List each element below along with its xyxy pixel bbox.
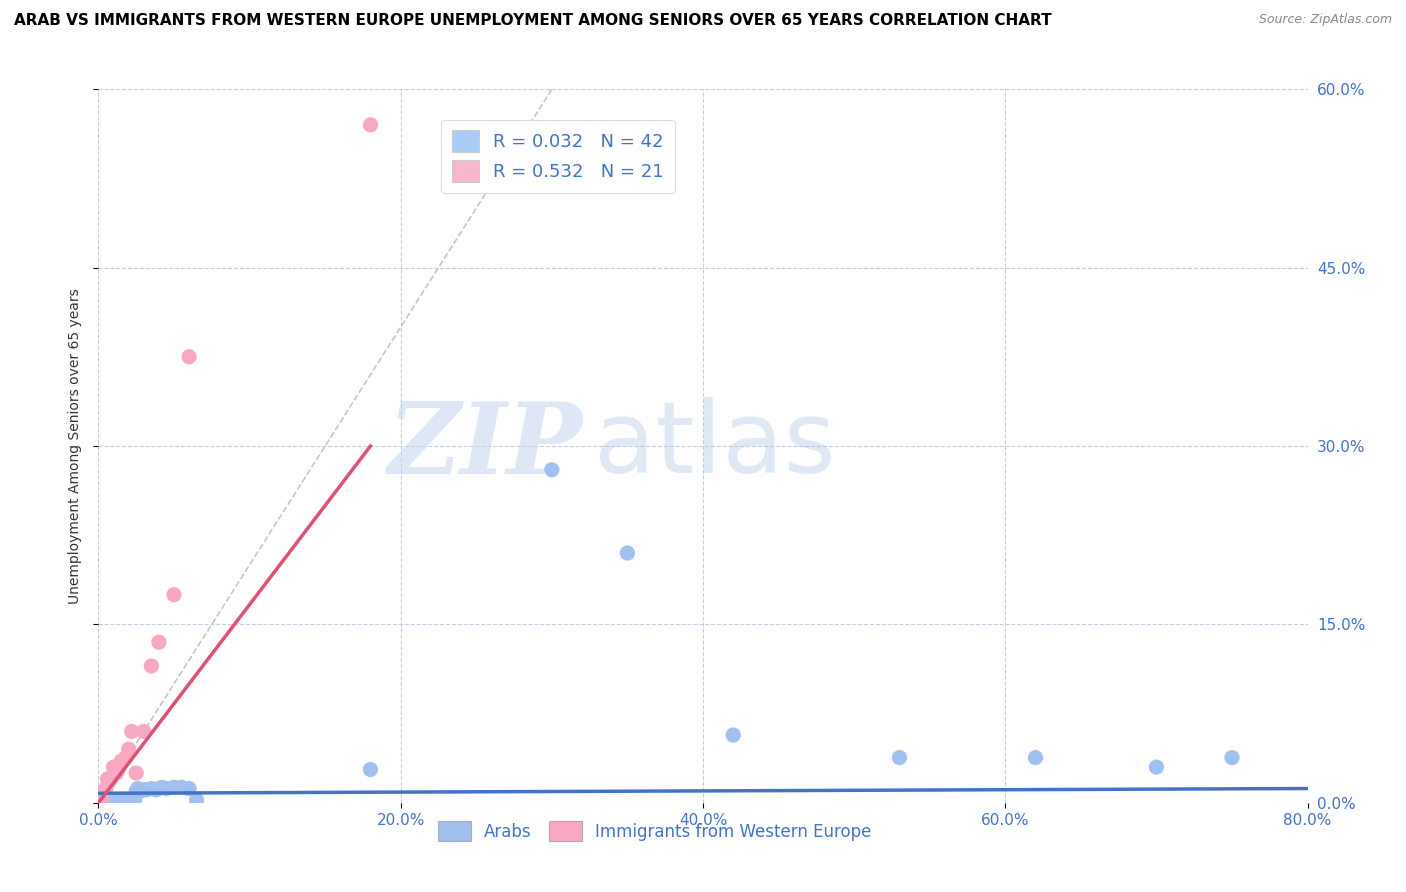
Point (141, 781, 163, 796)
Point (145, 782, 167, 797)
Point (91, 793, 114, 807)
Point (105, 795, 128, 809)
Point (125, 784, 148, 798)
Point (110, 754, 132, 768)
Point (1220, 750, 1243, 764)
Point (129, 784, 152, 798)
Point (135, 782, 157, 797)
Point (94, 781, 117, 796)
Point (101, 793, 124, 807)
Point (616, 546, 638, 560)
Point (360, 118, 382, 132)
Point (132, 782, 155, 797)
Point (103, 760, 125, 774)
Point (100, 795, 122, 809)
Y-axis label: Unemployment Among Seniors over 65 years: Unemployment Among Seniors over 65 years (69, 288, 83, 604)
Point (889, 750, 911, 764)
Point (98, 792, 121, 806)
Point (107, 763, 129, 777)
Point (1144, 760, 1167, 774)
Point (104, 793, 127, 807)
Point (111, 793, 134, 807)
Point (90, 795, 112, 809)
Point (360, 763, 382, 777)
Point (107, 792, 129, 806)
Point (100, 772, 122, 786)
Point (148, 781, 170, 796)
Point (170, 780, 193, 795)
Point (1024, 750, 1046, 764)
Point (540, 463, 562, 477)
Point (179, 350, 201, 364)
Point (150, 780, 173, 795)
Point (110, 795, 132, 809)
Point (93, 784, 115, 798)
Point (148, 635, 170, 649)
Point (163, 588, 186, 602)
Point (112, 792, 135, 806)
Point (723, 728, 745, 742)
Point (98, 774, 121, 789)
Legend: Arabs, Immigrants from Western Europe: Arabs, Immigrants from Western Europe (432, 814, 879, 848)
Point (127, 781, 149, 796)
Point (163, 780, 186, 795)
Point (186, 793, 208, 807)
Text: Source: ZipAtlas.com: Source: ZipAtlas.com (1258, 13, 1392, 27)
Point (121, 724, 143, 739)
Point (179, 781, 201, 796)
Text: atlas: atlas (595, 398, 835, 494)
Point (114, 793, 136, 807)
Point (87, 796, 110, 810)
Point (96, 793, 118, 807)
Point (96, 772, 118, 786)
Point (90, 793, 112, 807)
Point (114, 750, 136, 764)
Point (132, 724, 155, 739)
Point (121, 793, 143, 807)
Point (101, 770, 124, 784)
Point (108, 793, 131, 807)
Point (124, 792, 146, 806)
Point (155, 781, 177, 796)
Point (141, 659, 163, 673)
Text: ARAB VS IMMIGRANTS FROM WESTERN EUROPE UNEMPLOYMENT AMONG SENIORS OVER 65 YEARS : ARAB VS IMMIGRANTS FROM WESTERN EUROPE U… (14, 13, 1052, 29)
Point (94, 795, 117, 809)
Point (103, 795, 125, 809)
Point (125, 766, 148, 780)
Point (105, 766, 128, 780)
Point (118, 742, 141, 756)
Point (118, 792, 141, 806)
Text: ZIP: ZIP (387, 398, 582, 494)
